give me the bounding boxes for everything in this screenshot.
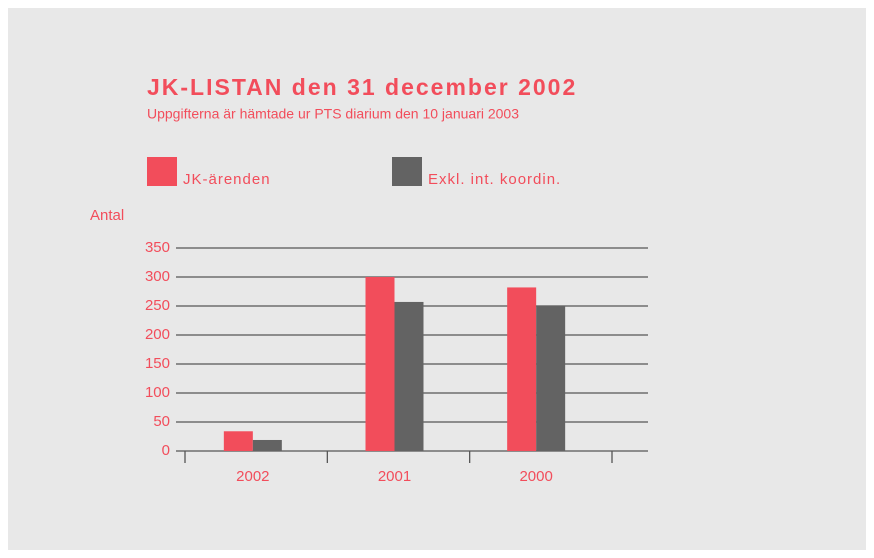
- bar: [365, 277, 395, 451]
- x-tick-label: 2001: [378, 468, 411, 485]
- background: [8, 8, 866, 550]
- y-tick-label: 100: [145, 384, 170, 401]
- y-axis-label: Antal: [90, 207, 124, 224]
- chart-title: JK-LISTAN den 31 december 2002: [147, 74, 577, 100]
- y-tick-label: 300: [145, 268, 170, 285]
- y-tick-label: 200: [145, 326, 170, 343]
- bar: [507, 287, 537, 451]
- legend-label: Exkl. int. koordin.: [428, 171, 561, 188]
- y-tick-label: 350: [145, 239, 170, 256]
- y-tick-label: 250: [145, 297, 170, 314]
- bar: [223, 431, 253, 451]
- chart-subtitle: Uppgifterna är hämtade ur PTS diarium de…: [147, 106, 519, 122]
- y-tick-label: 150: [145, 355, 170, 372]
- x-tick-label: 2002: [236, 468, 269, 485]
- legend-swatch: [392, 157, 422, 186]
- legend-label: JK-ärenden: [183, 171, 271, 188]
- bar: [536, 305, 566, 451]
- bar: [394, 301, 424, 451]
- bar: [252, 439, 282, 451]
- legend-swatch: [147, 157, 177, 186]
- y-tick-label: 0: [162, 442, 170, 459]
- x-tick-label: 2000: [519, 468, 552, 485]
- y-tick-label: 50: [153, 413, 170, 430]
